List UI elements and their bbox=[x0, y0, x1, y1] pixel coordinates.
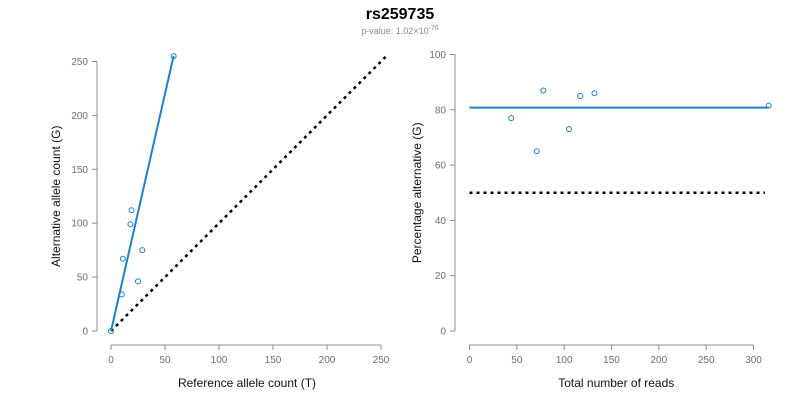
x-tick-label: 50 bbox=[159, 355, 171, 366]
y-tick-label: 0 bbox=[82, 327, 88, 338]
p-value-text: p-value: 1.02×10 bbox=[361, 26, 428, 36]
data-point bbox=[565, 126, 572, 133]
y-tick-label: 50 bbox=[77, 273, 89, 284]
p-value-exponent: -76 bbox=[429, 25, 439, 32]
y-tick-label: 150 bbox=[71, 165, 88, 176]
y-axis-label: Percentage alternative (G) bbox=[410, 122, 424, 263]
data-point bbox=[508, 115, 515, 122]
x-tick-label: 150 bbox=[603, 355, 620, 366]
x-tick-label: 150 bbox=[265, 355, 282, 366]
chart-title: rs259735 bbox=[366, 6, 435, 23]
data-point bbox=[108, 328, 114, 334]
y-tick-label: 40 bbox=[435, 216, 447, 227]
y-tick-label: 100 bbox=[71, 219, 88, 230]
x-axis-label: Reference allele count (T) bbox=[178, 376, 316, 390]
p-value-subtitle: p-value: 1.02×10-76 bbox=[361, 25, 439, 36]
data-point bbox=[591, 90, 598, 97]
x-tick-label: 100 bbox=[211, 355, 228, 366]
x-tick-label: 250 bbox=[698, 355, 715, 366]
data-point bbox=[119, 255, 126, 262]
data-point bbox=[139, 247, 146, 254]
y-tick-label: 250 bbox=[71, 57, 88, 68]
x-axis-label: Total number of reads bbox=[558, 376, 674, 390]
reference-line bbox=[110, 55, 388, 332]
fit-line bbox=[110, 55, 175, 332]
y-tick-label: 100 bbox=[429, 50, 446, 61]
data-point bbox=[765, 102, 772, 109]
percentage-plot: 0 20 40 60 80 100 0 50 100 150 200 250 300 Total numb… bbox=[410, 50, 772, 390]
x-tick-label: 50 bbox=[511, 355, 523, 366]
y-tick-label: 80 bbox=[435, 105, 447, 116]
data-point bbox=[118, 291, 125, 298]
data-point bbox=[135, 278, 141, 285]
data-point bbox=[577, 92, 584, 99]
data-point bbox=[540, 87, 547, 94]
x-tick-label: 100 bbox=[556, 355, 573, 366]
x-tick-label: 200 bbox=[319, 355, 336, 366]
y-tick-label: 0 bbox=[440, 327, 446, 338]
data-point bbox=[170, 53, 177, 60]
data-point bbox=[533, 148, 540, 155]
x-tick-label: 300 bbox=[745, 355, 762, 366]
allele-count-plot: 0 50 100 150 200 250 0 50 100 150 200 250 Reference … bbox=[49, 53, 390, 390]
x-tick-label: 200 bbox=[651, 355, 668, 366]
x-tick-label: 0 bbox=[467, 355, 473, 366]
y-tick-label: 20 bbox=[435, 271, 447, 282]
x-tick-label: 0 bbox=[108, 355, 114, 366]
y-tick-label: 200 bbox=[71, 111, 88, 122]
x-tick-label: 250 bbox=[373, 355, 390, 366]
y-tick-label: 60 bbox=[435, 161, 447, 172]
y-axis-label: Alternative allele count (G) bbox=[49, 126, 63, 267]
data-point bbox=[127, 221, 134, 228]
data-point bbox=[128, 207, 135, 214]
